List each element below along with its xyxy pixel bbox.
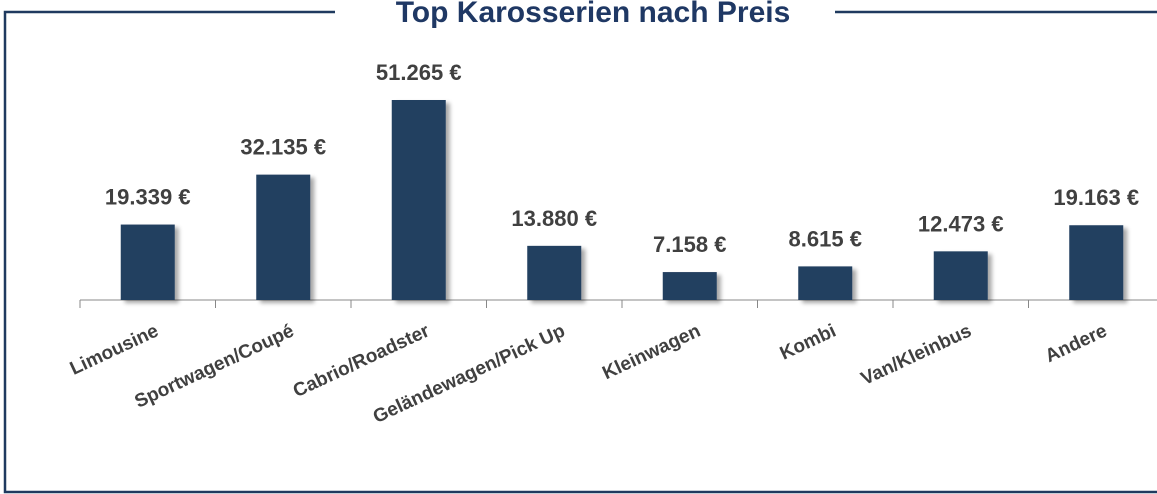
bar: [256, 174, 311, 300]
value-label: 7.158 €: [653, 232, 726, 257]
bar: [1069, 225, 1124, 300]
x-tick-label: Van/Kleinbus: [858, 320, 975, 389]
chart-title: Top Karosserien nach Preis: [396, 0, 791, 29]
bar: [662, 272, 717, 300]
bar: [798, 266, 853, 300]
value-label: 8.615 €: [789, 226, 862, 251]
x-tick-label: Kleinwagen: [599, 320, 704, 384]
bar: [391, 100, 446, 300]
x-tick-label: Andere: [1042, 320, 1110, 367]
x-tick-label: Limousine: [67, 320, 162, 379]
bar: [933, 251, 988, 300]
bar: [120, 224, 175, 300]
bar: [527, 245, 582, 300]
x-tick-label: Kombi: [777, 320, 839, 364]
value-label: 13.880 €: [511, 206, 597, 231]
value-label: 32.135 €: [240, 135, 326, 160]
value-label: 12.473 €: [918, 211, 1004, 236]
value-label: 19.163 €: [1053, 185, 1139, 210]
value-label: 51.265 €: [376, 60, 462, 85]
value-label: 19.339 €: [105, 185, 191, 210]
title-backdrop: [335, 0, 835, 26]
